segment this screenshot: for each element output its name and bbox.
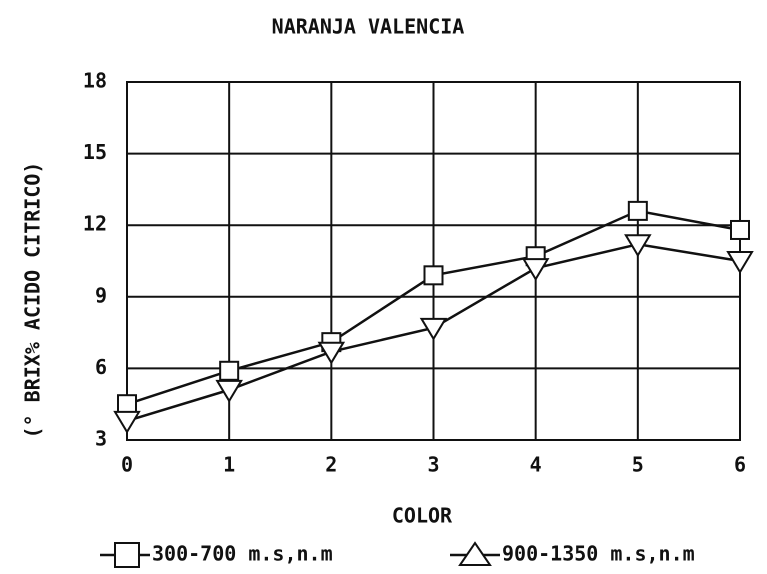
triangle-marker [215,379,243,403]
square-marker [423,265,444,286]
x-tick-label: 4 [530,453,542,477]
legend-label: 300-700 m.s,n.m [152,542,333,566]
legend-marker [114,542,140,568]
x-axis-label: COLOR [392,504,453,528]
y-tick-label: 15 [83,140,107,164]
triangle-marker [113,410,141,434]
triangle-marker [317,341,346,365]
x-tick-label: 0 [121,453,133,477]
square-marker [117,394,137,415]
triangle-marker [419,317,448,341]
y-tick-label: 18 [83,69,107,93]
square-marker [627,200,648,221]
y-tick-label: 6 [95,355,107,379]
legend-label: 900-1350 m.s,n.m [502,542,695,566]
x-tick-label: 2 [325,453,337,477]
x-tick-label: 5 [632,453,644,477]
x-tick-label: 1 [223,453,235,477]
x-tick-label: 6 [734,453,746,477]
y-axis-label: (° BRIX% ACIDO CITRICO) [21,162,45,439]
square-marker [219,360,240,381]
chart-title: NARANJA VALENCIA [272,15,465,39]
triangle-marker [726,251,754,274]
triangle-marker [624,234,652,258]
x-tick-label: 3 [427,453,439,477]
legend-marker [458,541,492,566]
y-tick-label: 3 [95,427,107,451]
triangle-marker [521,258,550,282]
y-tick-label: 9 [95,283,107,307]
y-tick-label: 12 [83,212,107,236]
square-marker [730,219,750,240]
